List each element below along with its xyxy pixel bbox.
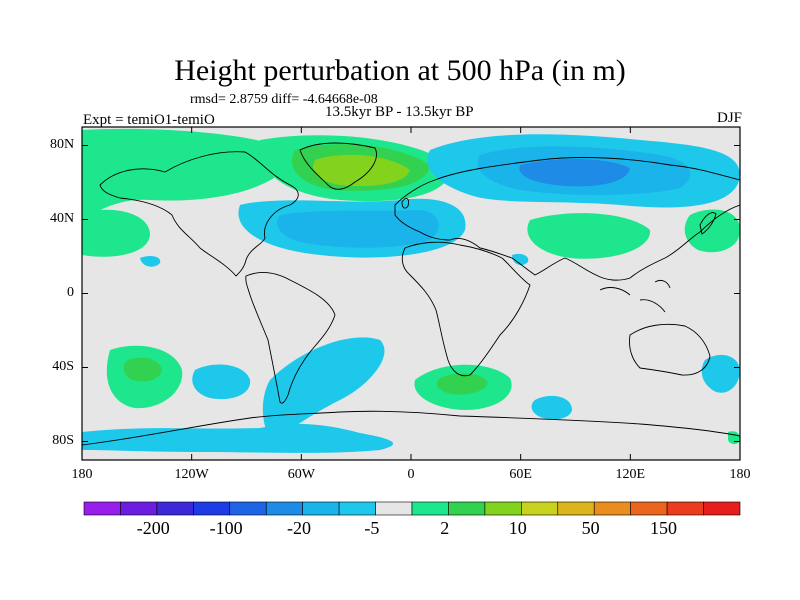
colorbar-swatch <box>338 501 376 516</box>
colorbar-swatch <box>411 501 449 516</box>
colorbar-swatch <box>229 501 267 516</box>
eurasia-outline <box>394 157 740 281</box>
anomaly-positive-pacific-e <box>684 209 740 253</box>
colorbar-swatch <box>593 501 631 516</box>
anomaly-positive-npac-lobe <box>82 209 150 257</box>
colorbar-label: 10 <box>508 518 527 538</box>
colorbar-label: 50 <box>581 518 600 538</box>
anomaly-negative-aus-s <box>701 354 740 393</box>
colorbar-label: 150 <box>649 518 677 538</box>
colorbar-swatch <box>156 501 194 516</box>
colorbar-swatch <box>375 501 413 516</box>
maritime-islands <box>599 279 671 313</box>
colorbar-label: -20 <box>287 518 312 538</box>
colorbar-swatch <box>448 501 486 516</box>
colorbar <box>83 501 741 516</box>
period-label: 13.5kyr BP - 13.5kyr BP <box>325 104 474 120</box>
stats-label: rmsd= 2.8759 diff= -4.64668e-08 <box>190 92 378 107</box>
colorbar-swatch <box>521 501 559 516</box>
lon-tick-label: 0 <box>407 467 415 482</box>
colorbar-swatch <box>484 501 522 516</box>
africa-outline <box>401 241 531 377</box>
lon-tick-label: 120E <box>615 467 646 482</box>
anomaly-negative-sio <box>531 395 572 420</box>
lat-tick-label: 80N <box>50 136 75 152</box>
lat-tick-label: 40N <box>50 210 75 226</box>
colorbar-swatch <box>703 501 741 516</box>
colorbar-label: 2 <box>440 518 450 538</box>
lat-tick-label: 40S <box>52 358 74 374</box>
season-label: DJF <box>716 110 742 126</box>
colorbar-swatch <box>265 501 303 516</box>
experiment-label: Expt = temiO1-temiO <box>83 112 215 128</box>
coastlines <box>82 142 740 446</box>
anomaly-negative-mid-pac <box>140 255 161 267</box>
anomaly-positive-pacific-n <box>82 128 292 216</box>
colorbar-label: -5 <box>364 518 380 538</box>
anomaly-negative-spac <box>192 364 251 400</box>
anomaly-positive-asia <box>527 213 651 259</box>
lon-tick-label: 180 <box>71 467 93 482</box>
north-america-outline <box>99 151 299 277</box>
lat-tick-label: 0 <box>67 284 74 300</box>
south-america-outline <box>245 272 336 404</box>
antarctica-outline <box>82 410 740 446</box>
anomaly-negative-atlantic-core <box>276 210 439 248</box>
japan-outline <box>699 212 717 235</box>
colorbar-swatch <box>120 501 158 516</box>
colorbar-swatch <box>630 501 668 516</box>
tick-marks <box>81 127 741 460</box>
anomaly-positive-greenland-core <box>312 154 410 187</box>
lon-tick-label: 120W <box>174 467 209 482</box>
anomaly-positive-sio-core <box>436 373 488 395</box>
lat-tick-label: 80S <box>52 432 74 448</box>
anomaly-negative-antarctic <box>82 423 394 453</box>
colorbar-swatch <box>666 501 704 516</box>
colorbar-label: -100 <box>209 518 243 538</box>
lon-tick-label: 180 <box>729 467 751 482</box>
colorbar-swatch <box>193 501 231 516</box>
figure-title: Height perturbation at 500 hPa (in m) <box>174 54 626 87</box>
anomaly-negative-asia-inner <box>519 158 630 187</box>
colorbar-label: -200 <box>136 518 170 538</box>
australia-outline <box>629 323 711 376</box>
anomaly-positive-spac-w-core <box>123 357 162 382</box>
greenland-outline <box>299 142 377 190</box>
anomaly-negative-arabia <box>512 253 529 266</box>
anomaly-layer <box>82 128 740 453</box>
colorbar-swatch <box>557 501 595 516</box>
uk-outline <box>401 198 409 209</box>
lon-tick-label: 60W <box>287 467 315 482</box>
lon-tick-label: 60E <box>509 467 532 482</box>
colorbar-swatch <box>83 501 121 516</box>
colorbar-swatch <box>302 501 340 516</box>
